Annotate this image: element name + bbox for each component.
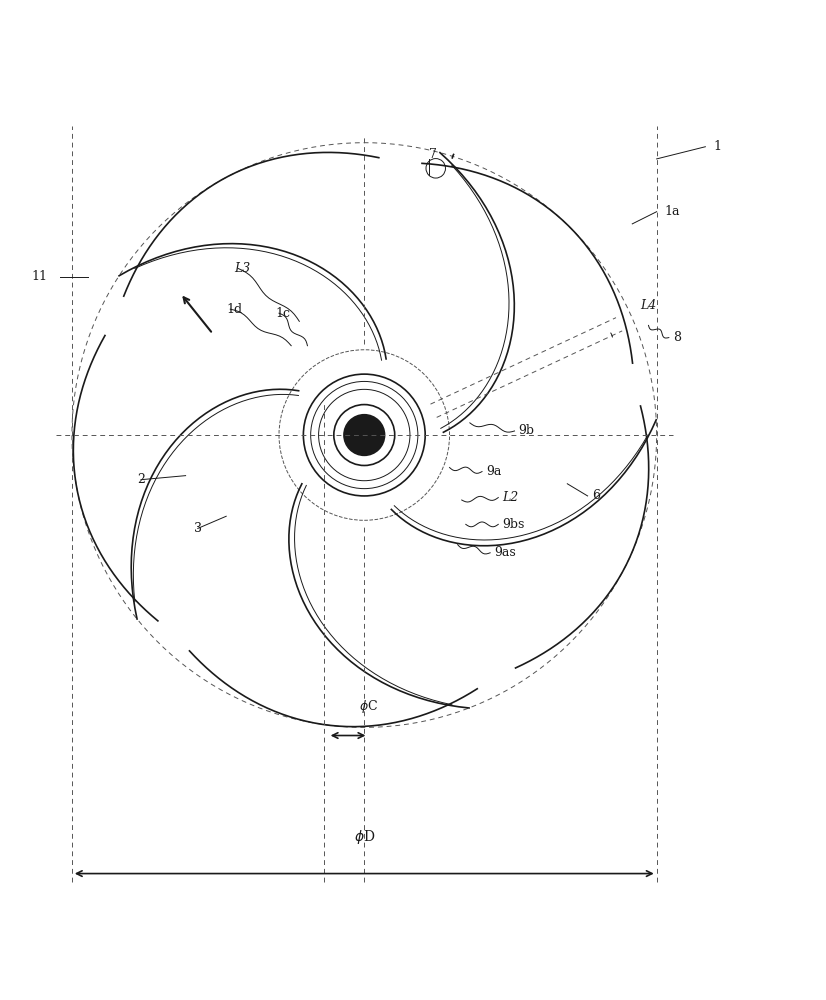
Text: 1: 1	[714, 140, 721, 153]
Text: 1c: 1c	[275, 307, 290, 320]
Text: 9bs: 9bs	[502, 518, 525, 531]
Text: 9as: 9as	[494, 546, 516, 559]
Text: 1a: 1a	[665, 205, 681, 218]
Text: 6: 6	[591, 489, 600, 502]
Text: $\phi$C: $\phi$C	[358, 698, 377, 715]
Text: 11: 11	[31, 270, 47, 283]
Text: L3: L3	[235, 262, 250, 275]
Text: 3: 3	[194, 522, 202, 535]
Text: 7: 7	[430, 148, 437, 161]
Text: 8: 8	[673, 331, 681, 344]
Text: 2: 2	[137, 473, 145, 486]
Text: $\phi$D: $\phi$D	[354, 828, 375, 846]
Circle shape	[344, 415, 385, 455]
Text: L2: L2	[502, 491, 519, 504]
Text: L4: L4	[640, 299, 657, 312]
Text: 9a: 9a	[486, 465, 501, 478]
Text: 9b: 9b	[519, 424, 534, 437]
Text: 1d: 1d	[226, 303, 242, 316]
